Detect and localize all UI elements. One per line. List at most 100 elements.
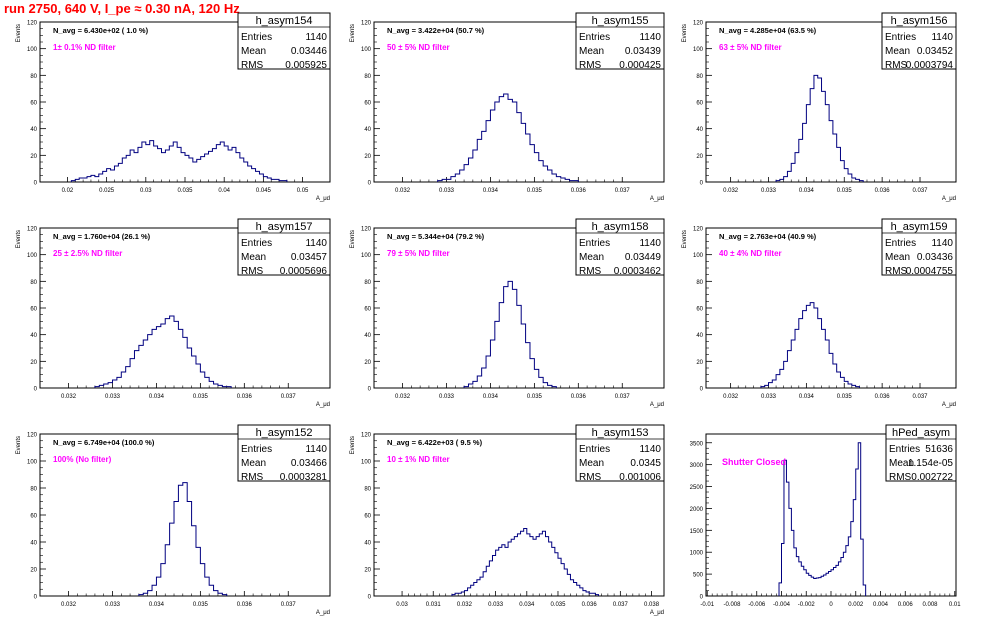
- y-tick-label: 40: [364, 127, 371, 133]
- y-tick-label: 2500: [690, 485, 704, 491]
- stats-title: h_asym155: [592, 15, 649, 27]
- y-axis-label: Events: [16, 24, 22, 42]
- stats-label-rms: RMS: [579, 472, 602, 483]
- y-tick-label: 120: [27, 433, 38, 439]
- x-tick-label: 0.025: [99, 188, 115, 194]
- x-tick-label: 0.032: [457, 602, 473, 608]
- filter-label: 10 ± 1% ND filter: [387, 455, 450, 464]
- x-tick-label: -0.002: [798, 602, 816, 608]
- x-tick-label: 0.035: [177, 188, 193, 194]
- stats-value-mean: 0.03436: [917, 252, 954, 263]
- stats-value-rms: 0.0003462: [614, 266, 662, 277]
- histogram-panel-hPed_asym: 0 500 1000 1500 2000 2500 3000 3500 -0.01 -0.008 -…: [690, 424, 961, 608]
- x-tick-label: 0.037: [615, 188, 631, 194]
- stats-label-rms: RMS: [889, 472, 912, 483]
- filter-label: 40 ± 4% ND filter: [719, 249, 782, 258]
- stats-value-rms: 0.0005696: [280, 266, 328, 277]
- y-tick-label: 40: [696, 333, 703, 339]
- n-avg-label: N_avg = 6.422e+03 ( 9.5 %): [387, 438, 483, 447]
- stats-value-entries: 1140: [639, 238, 661, 249]
- y-tick-label: 1000: [690, 551, 704, 557]
- x-axis-label: A_μd: [316, 402, 330, 408]
- x-axis-label: A_μd: [316, 196, 330, 202]
- y-tick-label: 40: [30, 541, 37, 547]
- stats-box: h_asym154 Entries 1140 Mean 0.03446 RMS 0.0059…: [237, 12, 331, 71]
- stats-label-rms: RMS: [241, 472, 264, 483]
- filter-label: 50 ± 5% ND filter: [387, 43, 450, 52]
- y-tick-label: 80: [30, 280, 37, 286]
- x-tick-label: 0.05: [297, 188, 309, 194]
- y-axis-label: Events: [350, 24, 356, 42]
- n-avg-label: N_avg = 2.763e+04 (40.9 %): [719, 232, 817, 241]
- x-tick-label: 0.037: [281, 602, 297, 608]
- y-tick-label: 120: [361, 433, 372, 439]
- stats-label-mean: Mean: [889, 458, 914, 469]
- y-axis-label: Events: [16, 436, 22, 454]
- y-tick-label: 80: [364, 74, 371, 80]
- x-tick-label: 0.035: [527, 188, 543, 194]
- x-tick-label: 0.01: [949, 602, 961, 608]
- y-tick-label: 100: [361, 460, 372, 466]
- x-tick-label: 0.034: [149, 602, 165, 608]
- y-tick-label: 60: [696, 307, 703, 313]
- stats-box-frame: [881, 12, 957, 70]
- stats-label-mean: Mean: [241, 46, 266, 57]
- x-axis-label: A_μd: [650, 402, 664, 408]
- y-axis-label: Events: [350, 230, 356, 248]
- stats-value-entries: 1140: [931, 32, 953, 43]
- stats-label-mean: Mean: [241, 458, 266, 469]
- stats-box-frame: [575, 12, 665, 70]
- x-tick-label: 0.033: [439, 188, 455, 194]
- stats-label-mean: Mean: [579, 458, 604, 469]
- stats-box: h_asym159 Entries 1140 Mean 0.03436 RMS0.0004…: [881, 218, 957, 277]
- x-tick-label: 0.035: [550, 602, 566, 608]
- x-axis-label: A_μd: [316, 610, 330, 616]
- stats-title: h_asym152: [256, 427, 313, 439]
- stats-value-entries: 1140: [305, 238, 327, 249]
- y-tick-label: 80: [696, 280, 703, 286]
- y-tick-label: 0: [34, 181, 38, 187]
- stats-label-mean: Mean: [579, 252, 604, 263]
- n-avg-label: N_avg = 6.749e+04 (100.0 %): [53, 438, 155, 447]
- stats-title: hPed_asym: [892, 427, 950, 439]
- y-tick-label: 60: [30, 307, 37, 313]
- y-axis-label: Events: [350, 436, 356, 454]
- filter-label: 1± 0.1% ND filter: [53, 43, 116, 52]
- y-tick-label: 100: [27, 47, 38, 53]
- x-tick-label: 0.034: [149, 394, 165, 400]
- filter-label: 100% (No filter): [53, 455, 112, 464]
- y-tick-label: 20: [696, 360, 703, 366]
- filter-label: 25 ± 2.5% ND filter: [53, 249, 122, 258]
- stats-box: h_asym155 Entries 1140 Mean 0.03439 RMS 0.0004…: [575, 12, 665, 71]
- x-tick-label: 0.033: [105, 602, 121, 608]
- histogram-panel-h_asym159: 0 20 40 60 80 100 120 0.032 0.033 0.034 0.035 0.036…: [682, 218, 957, 408]
- x-tick-label: 0.033: [439, 394, 455, 400]
- x-tick-label: 0.034: [519, 602, 535, 608]
- y-tick-label: 20: [30, 360, 37, 366]
- stats-box: h_asym157 Entries 1140 Mean 0.03457 RMS 0.0005…: [237, 218, 331, 277]
- stats-value-mean: 0.03457: [291, 252, 328, 263]
- stats-label-entries: Entries: [241, 444, 272, 455]
- stats-label-mean: Mean: [579, 46, 604, 57]
- histogram-panel-h_asym158: 0 20 40 60 80 100 120 0.032 0.033 0.034 0.035 0.036…: [350, 218, 665, 408]
- x-tick-label: 0.037: [613, 602, 629, 608]
- stats-title: h_asym158: [592, 221, 649, 233]
- x-axis-label: A_μd: [650, 610, 664, 616]
- x-tick-label: 0.035: [837, 394, 853, 400]
- y-tick-label: 0: [368, 595, 372, 601]
- y-axis-label: Events: [682, 24, 688, 42]
- y-tick-label: 20: [30, 568, 37, 574]
- y-tick-label: 40: [30, 333, 37, 339]
- y-tick-label: 60: [696, 101, 703, 107]
- stats-value-mean: 0.03449: [625, 252, 662, 263]
- y-tick-label: 40: [696, 127, 703, 133]
- y-tick-label: 120: [361, 21, 372, 27]
- x-tick-label: 0.036: [571, 188, 587, 194]
- x-tick-label: 0.032: [395, 394, 411, 400]
- y-tick-label: 120: [27, 227, 38, 233]
- x-tick-label: 0.002: [848, 602, 864, 608]
- histogram-line: [138, 482, 228, 596]
- x-tick-label: 0.033: [105, 394, 121, 400]
- stats-value-mean: 0.03446: [291, 46, 328, 57]
